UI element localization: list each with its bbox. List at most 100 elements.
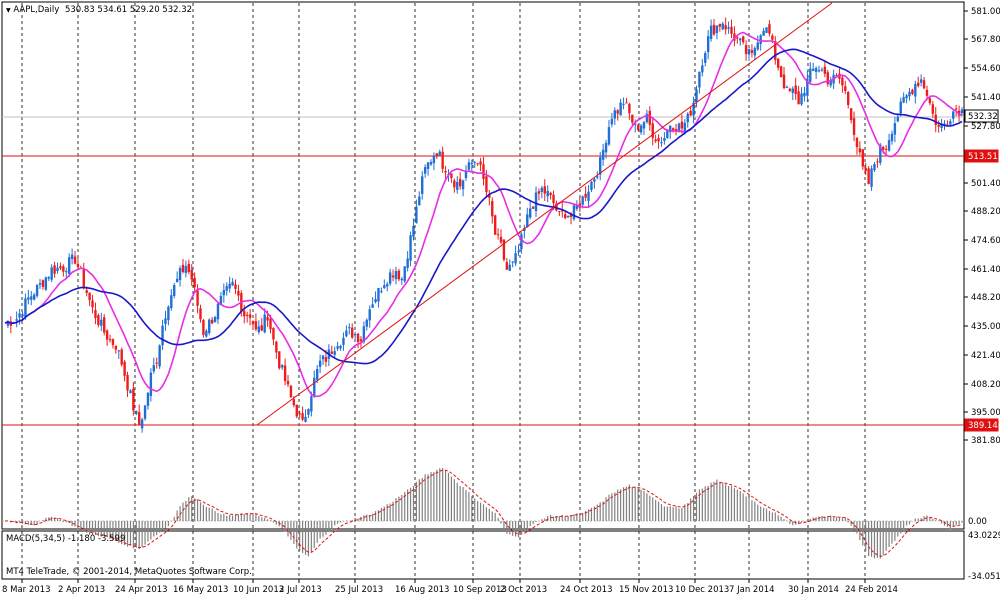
- symbol-name: AAPL,Daily: [13, 5, 60, 15]
- candle-body: [531, 206, 535, 209]
- main-panel-frame: [1, 1, 965, 530]
- candle-body: [473, 162, 476, 164]
- candle-body: [178, 268, 182, 281]
- candle-body: [847, 91, 850, 106]
- candle-body: [645, 113, 649, 123]
- candle-body: [409, 235, 412, 261]
- candle-body: [82, 268, 85, 288]
- candle-body: [488, 193, 491, 198]
- candle-body: [493, 215, 497, 235]
- candle-body: [59, 266, 62, 269]
- current-price-marker-label: 532.32: [968, 112, 998, 122]
- candle-body: [896, 116, 900, 122]
- candle-body: [260, 325, 263, 331]
- candle-body: [371, 304, 374, 308]
- candle-body: [917, 82, 920, 86]
- candle-body: [604, 142, 608, 153]
- candle-body: [24, 298, 27, 317]
- price-tick-label: 474.60: [971, 236, 1000, 246]
- candle-body: [458, 178, 462, 187]
- candle-body: [753, 48, 757, 56]
- candle-body: [318, 360, 322, 367]
- candle-body: [940, 123, 943, 129]
- candle-body: [622, 103, 625, 105]
- candle-body: [937, 124, 940, 127]
- candle-body: [750, 50, 754, 53]
- candle-body: [266, 317, 269, 321]
- candle-body: [257, 326, 261, 333]
- candle-body: [146, 392, 150, 406]
- ma-slow-line: [4, 48, 963, 365]
- candle-body: [698, 71, 701, 88]
- candle-body: [712, 24, 716, 35]
- candle-body: [152, 365, 156, 372]
- level-513-marker-label: 513.51: [968, 152, 998, 162]
- price-tick-label: 435.00: [971, 322, 1000, 332]
- candle-body: [456, 181, 459, 190]
- candle-body: [759, 35, 762, 44]
- macd-panel-frame: [1, 530, 965, 580]
- candle-body: [35, 284, 39, 296]
- candle-body: [523, 227, 526, 232]
- candle-body: [359, 339, 363, 342]
- candle-body: [884, 148, 888, 150]
- candle-body: [353, 334, 357, 336]
- candle-body: [365, 319, 368, 327]
- candle-body: [348, 327, 351, 329]
- candle-body: [578, 203, 581, 208]
- candle-body: [283, 365, 287, 382]
- candle-body: [952, 111, 955, 119]
- candle-body: [175, 278, 179, 283]
- candle-body: [695, 89, 698, 102]
- candle-body: [418, 196, 421, 206]
- candle-body: [779, 66, 783, 78]
- candle-body: [32, 294, 36, 300]
- candle-body: [345, 330, 348, 337]
- candle-body: [73, 256, 77, 264]
- candle-body: [435, 153, 439, 156]
- candle-body: [835, 75, 838, 77]
- candle-body: [794, 85, 797, 95]
- candle-body: [785, 86, 789, 88]
- candle-body: [140, 419, 144, 429]
- candle-body: [526, 214, 529, 228]
- candle-body: [803, 92, 806, 97]
- candle-body: [508, 264, 511, 271]
- candle-body: [928, 98, 932, 104]
- candle-body: [30, 296, 33, 300]
- candle-body: [502, 239, 506, 260]
- candle-body: [315, 368, 319, 380]
- candle-body: [394, 270, 398, 280]
- candle-body: [103, 317, 106, 333]
- candle-body: [505, 262, 509, 270]
- candle-body: [914, 84, 917, 97]
- candle-body: [97, 315, 100, 326]
- candle-body: [374, 298, 377, 303]
- time-axis-label: 2 Apr 2013: [58, 585, 105, 595]
- candle-body: [228, 283, 231, 289]
- ma-fast-line: [4, 31, 963, 398]
- candle-body: [800, 93, 803, 105]
- collapse-arrow-icon[interactable]: ▼: [6, 7, 11, 14]
- candle-body: [275, 341, 278, 353]
- moving-averages: [4, 31, 963, 398]
- trendline[interactable]: [256, 2, 833, 426]
- candle-body: [864, 167, 867, 171]
- candle-body: [313, 377, 316, 397]
- candle-body: [882, 146, 885, 150]
- candle-body: [15, 319, 18, 321]
- candle-body: [680, 121, 684, 129]
- vertical-gridlines: [21, 3, 866, 579]
- candle-body: [596, 176, 599, 178]
- candle-body: [811, 68, 815, 71]
- candle-body: [423, 167, 427, 174]
- candle-body: [543, 186, 546, 194]
- candle-body: [555, 203, 558, 211]
- candle-body: [190, 269, 193, 280]
- candle-body: [610, 118, 614, 125]
- candle-body: [467, 162, 471, 170]
- candle-body: [797, 91, 800, 105]
- time-axis-label: 2 Jul 2013: [279, 585, 322, 595]
